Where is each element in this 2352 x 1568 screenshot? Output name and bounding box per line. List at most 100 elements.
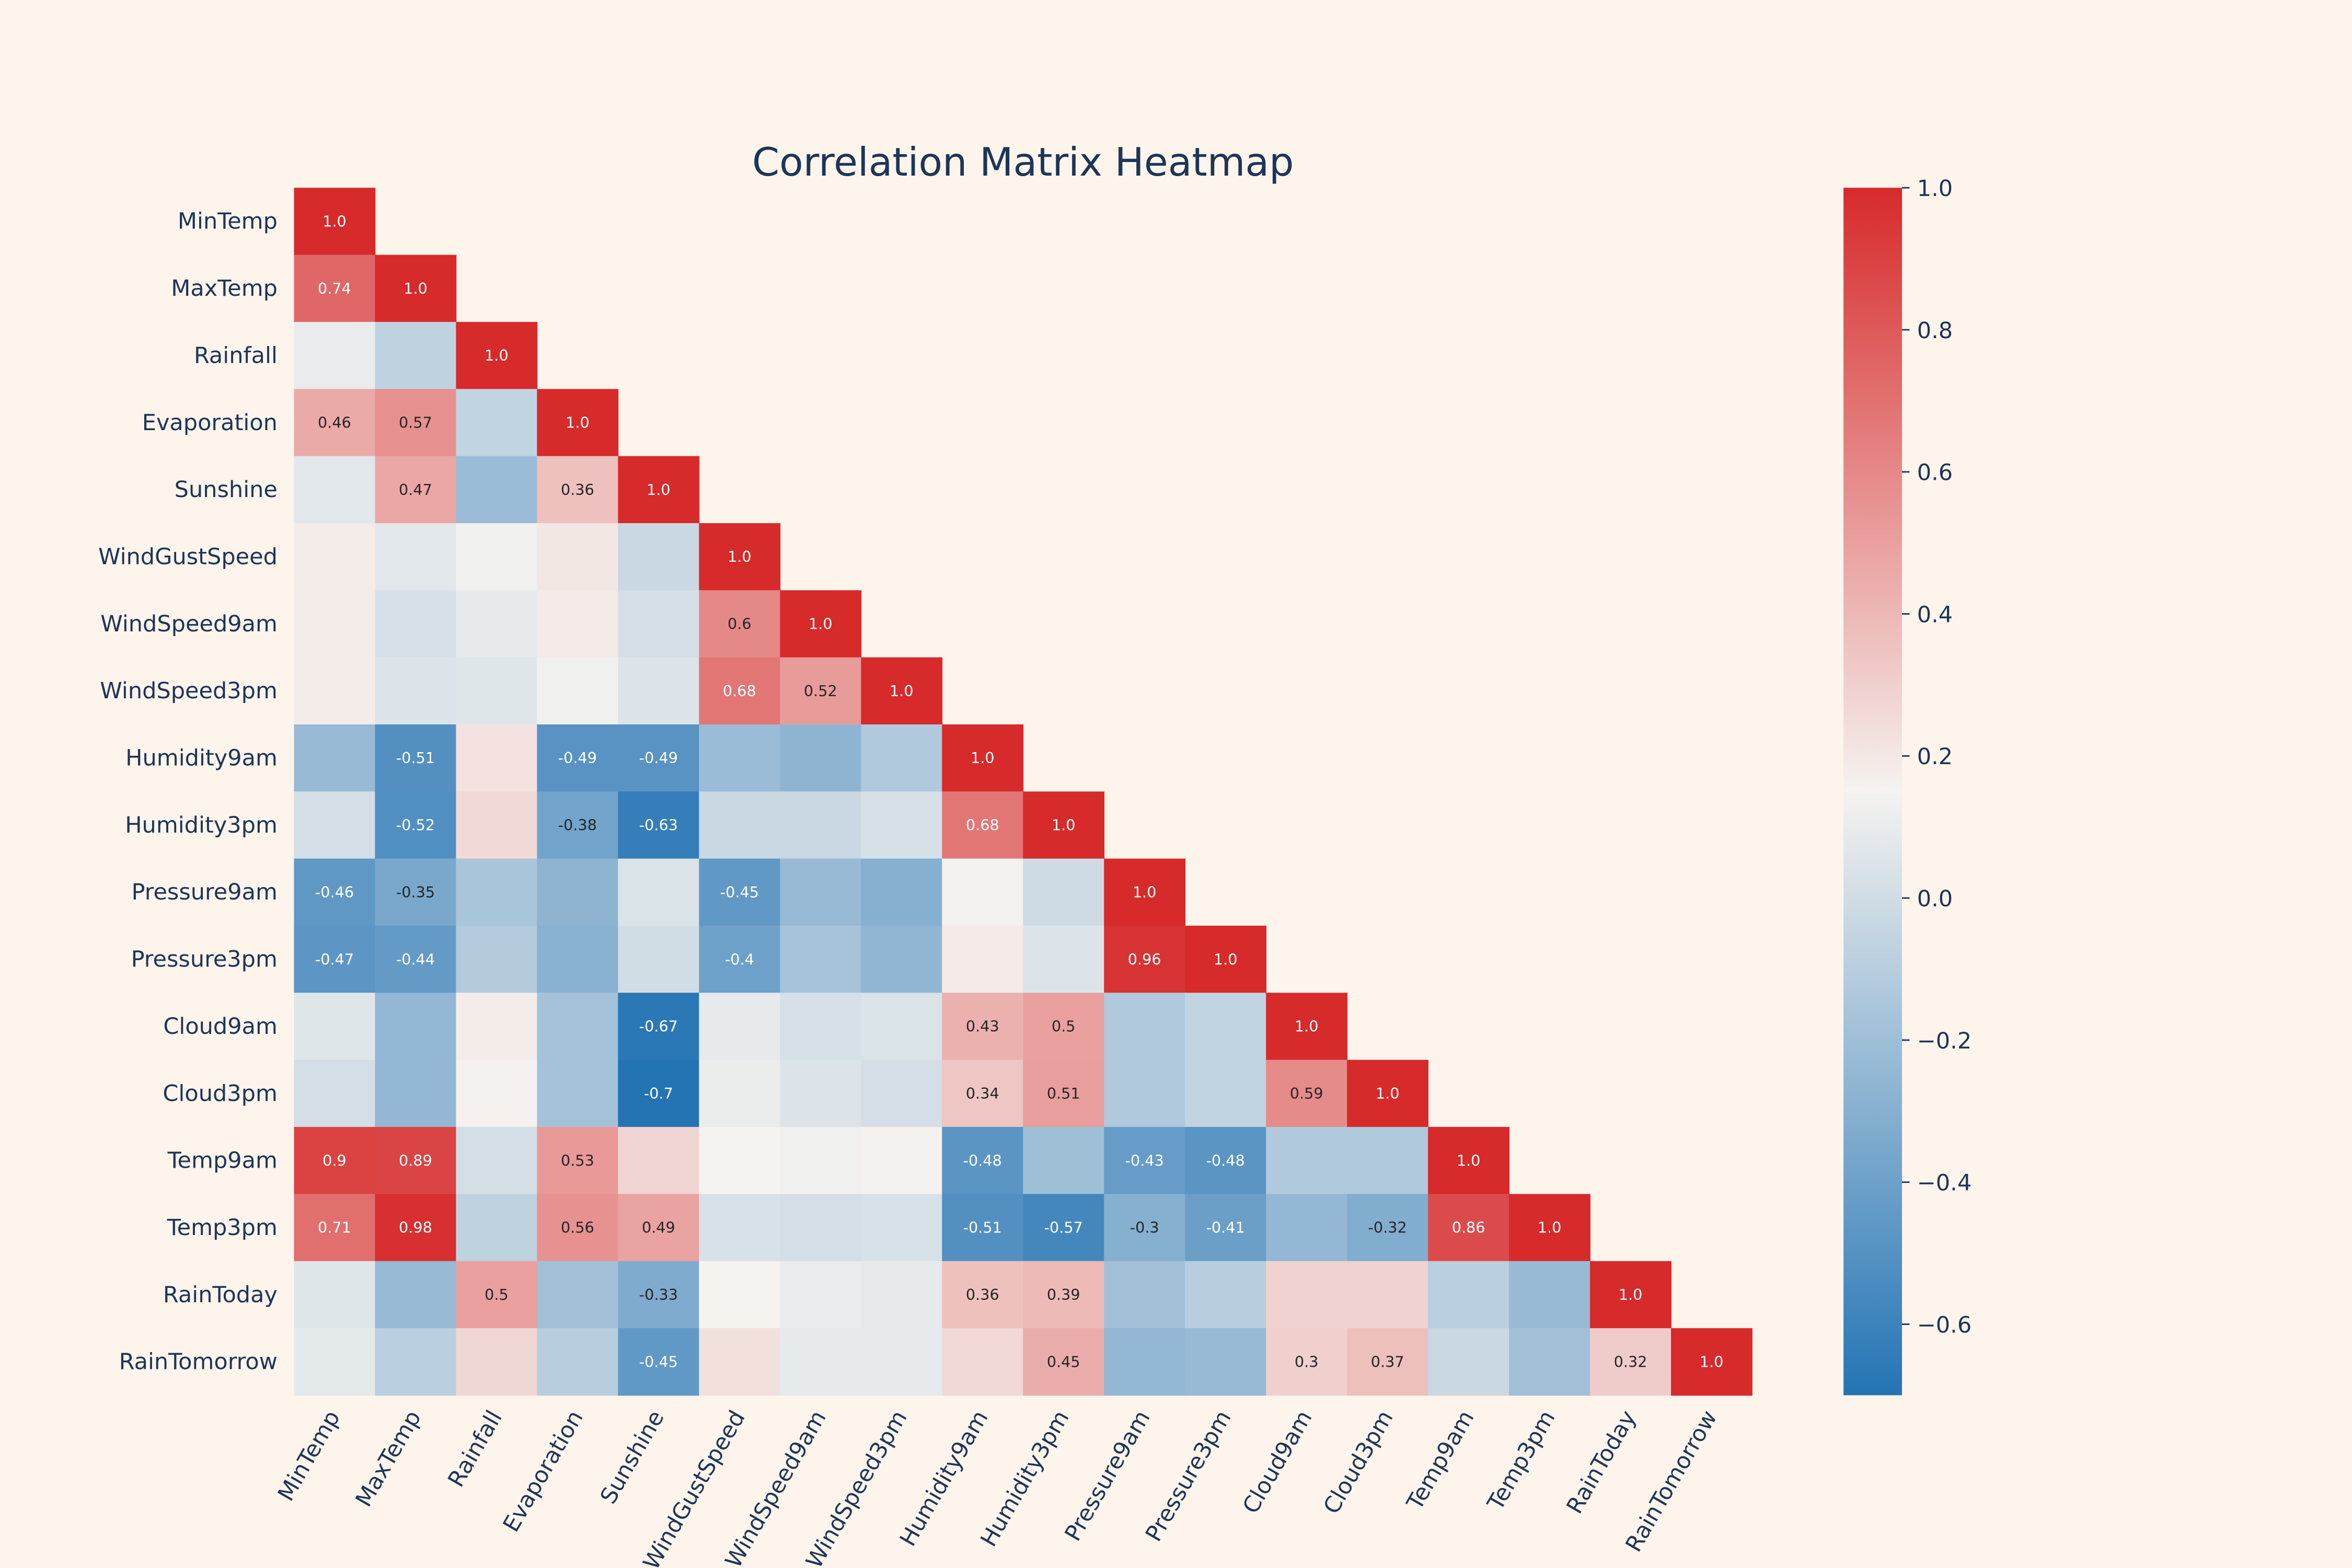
chart-title: Correlation Matrix Heatmap: [752, 140, 1294, 185]
heatmap-cell: [537, 926, 619, 994]
heatmap-cell: [456, 389, 538, 457]
heatmap-cell: [537, 858, 619, 926]
cell-label: -0.33: [639, 1286, 678, 1304]
heatmap-cell: [780, 1059, 862, 1127]
cell-label: 0.37: [1371, 1353, 1404, 1370]
heatmap-cell: [618, 523, 700, 591]
cell-label: -0.44: [396, 950, 435, 968]
y-tick-label: Sunshine: [175, 477, 278, 503]
heatmap-cell: [699, 590, 781, 658]
cell-label: 0.39: [1047, 1286, 1080, 1304]
cell-label: 0.98: [399, 1219, 432, 1237]
cell-label: 0.89: [399, 1151, 432, 1169]
heatmap-cell: [375, 926, 457, 994]
heatmap-cell: [618, 724, 700, 792]
heatmap-cell: [618, 1059, 700, 1127]
cell-label: -0.52: [396, 816, 435, 834]
y-tick-label: WindSpeed9am: [100, 611, 278, 637]
heatmap-cell: [537, 523, 619, 591]
cell-label: 0.32: [1614, 1353, 1647, 1370]
y-tick-label: Evaporation: [142, 410, 278, 436]
colorbar-tick-label: −0.4: [1917, 1170, 1972, 1196]
heatmap-cell: [294, 590, 376, 658]
heatmap-cell: [618, 858, 700, 926]
heatmap-cell: [1185, 1261, 1267, 1329]
heatmap-cell: [618, 1261, 700, 1329]
y-tick-label: Temp3pm: [167, 1215, 278, 1241]
cell-label: 0.5: [485, 1286, 509, 1304]
heatmap-cell: [780, 926, 862, 994]
cell-label: 0.71: [318, 1219, 351, 1237]
cell-label: -0.32: [1368, 1219, 1407, 1237]
heatmap-cell: [1266, 1127, 1348, 1195]
heatmap-cell: [294, 1059, 376, 1127]
heatmap-cell: [294, 724, 376, 792]
cell-label: -0.35: [396, 883, 435, 901]
heatmap-cell: [294, 255, 376, 322]
cell-label: 1.0: [728, 548, 752, 566]
heatmap-cell: [780, 1127, 862, 1195]
heatmap-cell: [537, 791, 619, 859]
cell-label: -0.47: [315, 950, 354, 968]
heatmap-cell: [294, 1127, 376, 1195]
cell-label: 1.0: [1214, 950, 1238, 968]
heatmap-cell: [537, 657, 619, 725]
cell-label: -0.4: [725, 950, 754, 968]
heatmap-cell: [456, 1261, 538, 1329]
y-tick-label: WindGustSpeed: [98, 544, 278, 570]
cell-label: 1.0: [1133, 883, 1157, 901]
y-tick-label: MaxTemp: [171, 275, 278, 302]
heatmap-cell: [375, 791, 457, 859]
heatmap-cell: [1428, 1328, 1509, 1396]
heatmap-cell: [1023, 1127, 1105, 1195]
y-tick-label: Humidity3pm: [125, 812, 278, 838]
heatmap-cell: [1266, 1194, 1348, 1262]
heatmap-cell: [618, 456, 700, 524]
cell-label: 0.43: [966, 1018, 999, 1035]
y-tick-label: WindSpeed3pm: [100, 678, 278, 704]
heatmap-cell: [537, 993, 619, 1060]
heatmap-cell: [375, 993, 457, 1060]
heatmap-cell: [1185, 1127, 1267, 1195]
heatmap-cell: [456, 456, 538, 524]
cell-label: 0.5: [1052, 1018, 1076, 1035]
colorbar-tick-label: −0.6: [1917, 1312, 1972, 1338]
heatmap-cell: [1023, 858, 1105, 926]
cell-label: -0.38: [558, 816, 597, 834]
heatmap-cell: [1509, 1328, 1590, 1396]
colorbar-tick-label: 0.4: [1917, 602, 1953, 628]
cell-label: 0.6: [728, 615, 752, 633]
heatmap-cell: [1104, 1059, 1186, 1127]
cell-label: 0.56: [561, 1219, 594, 1237]
heatmap-cell: [1590, 1261, 1671, 1329]
colorbar-tick-label: 0.2: [1917, 744, 1953, 770]
heatmap-cell: [1023, 1194, 1105, 1262]
heatmap-cell: [1185, 993, 1267, 1060]
heatmap-cell: [1428, 1194, 1509, 1262]
heatmap-cell: [1104, 926, 1186, 994]
heatmap-cell: [1104, 1261, 1186, 1329]
heatmap-cell: [294, 858, 376, 926]
heatmap-cell: [294, 791, 376, 859]
cell-label: 0.9: [322, 1151, 347, 1169]
heatmap-cell: [942, 1059, 1024, 1127]
heatmap-cell: [942, 926, 1024, 994]
cell-label: 0.74: [318, 280, 351, 297]
heatmap-cell: [537, 724, 619, 792]
heatmap-cell: [1185, 1059, 1267, 1127]
heatmap-cell: [1266, 1261, 1348, 1329]
heatmap-cell: [537, 1328, 619, 1396]
heatmap-cell: [1509, 1261, 1590, 1329]
heatmap-cell: [780, 657, 862, 725]
cell-label: 1.0: [1457, 1151, 1481, 1169]
heatmap-cell: [294, 993, 376, 1060]
heatmap-cell: [456, 724, 538, 792]
heatmap-cell: [375, 1127, 457, 1195]
colorbar-tick-label: 1.0: [1917, 176, 1953, 202]
heatmap-cell: [861, 1059, 943, 1127]
cell-label: 0.96: [1128, 950, 1161, 968]
heatmap-cell: [294, 926, 376, 994]
heatmap-cell: [1023, 1328, 1105, 1396]
cell-label: 1.0: [1700, 1353, 1724, 1370]
cell-label: 0.68: [723, 682, 756, 700]
